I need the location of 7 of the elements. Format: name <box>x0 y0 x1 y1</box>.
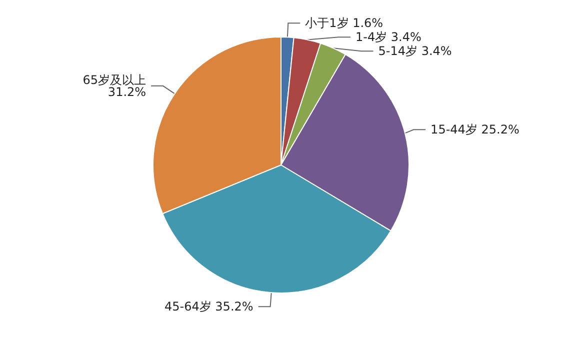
slice-label: 15-44岁 25.2% <box>430 122 520 137</box>
slice-label: 小于1岁 1.6% <box>305 16 384 30</box>
slice-label: 65岁及以上 <box>82 72 146 87</box>
data-label: 31.2% <box>108 84 146 99</box>
slice-label: 1-4岁 3.4% <box>355 30 422 44</box>
slice-label: 45-64岁 35.2% <box>164 300 254 314</box>
slice-label: 5-14岁 3.4% <box>378 44 452 58</box>
